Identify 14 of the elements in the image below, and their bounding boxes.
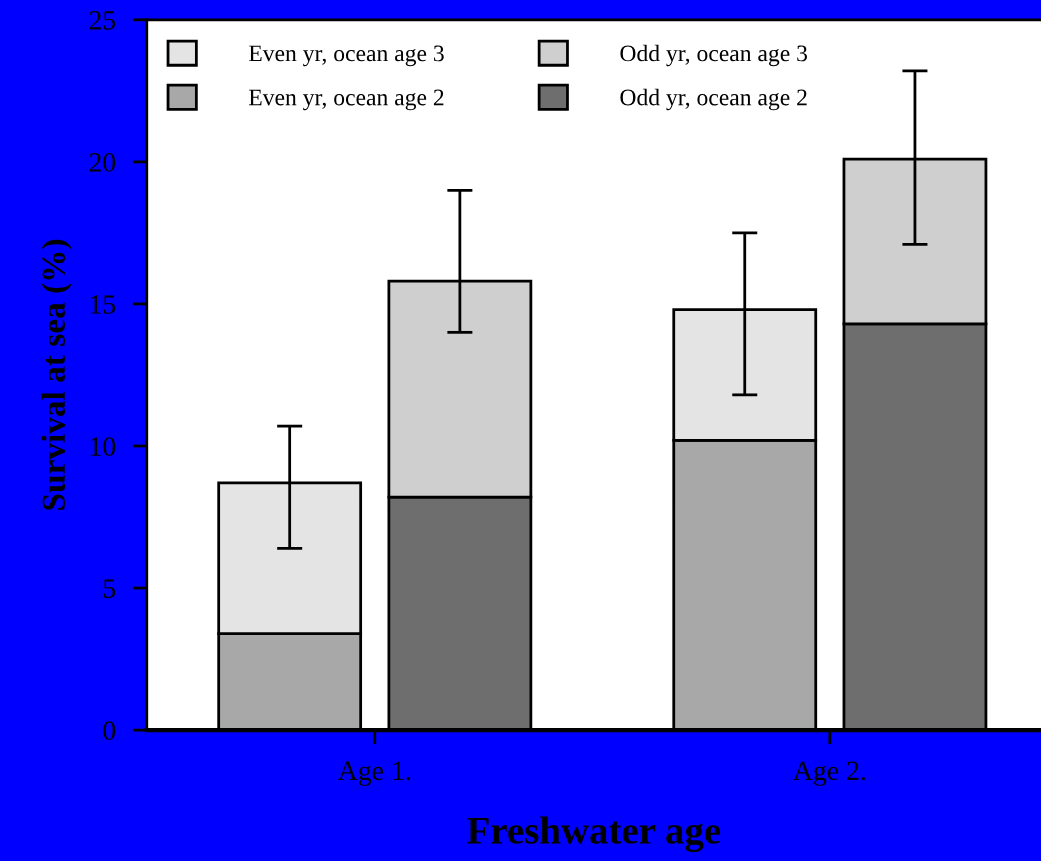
y-tick-label: 5 <box>103 579 116 598</box>
text: Age 1. <box>338 761 410 786</box>
legend-label: Odd yr, ocean age 2 <box>620 88 807 111</box>
y-axis-title: Survival at sea (%) <box>41 239 72 510</box>
y-tick-label: 15 <box>90 295 116 314</box>
y-tick-label: 25 <box>89 11 116 30</box>
legend-label: Odd yr, ocean age 3 <box>620 44 808 67</box>
x-axis-title: Freshwater age <box>467 816 721 852</box>
legend-label: Even yr, ocean age 2 <box>248 89 444 111</box>
y-tick-label: 20 <box>89 153 116 172</box>
y-tick-label: 10 <box>90 437 116 456</box>
text: Age 2. <box>793 761 866 786</box>
y-tick-label: 0 <box>103 721 116 741</box>
legend-label: Even yr, ocean age 3 <box>248 45 444 67</box>
